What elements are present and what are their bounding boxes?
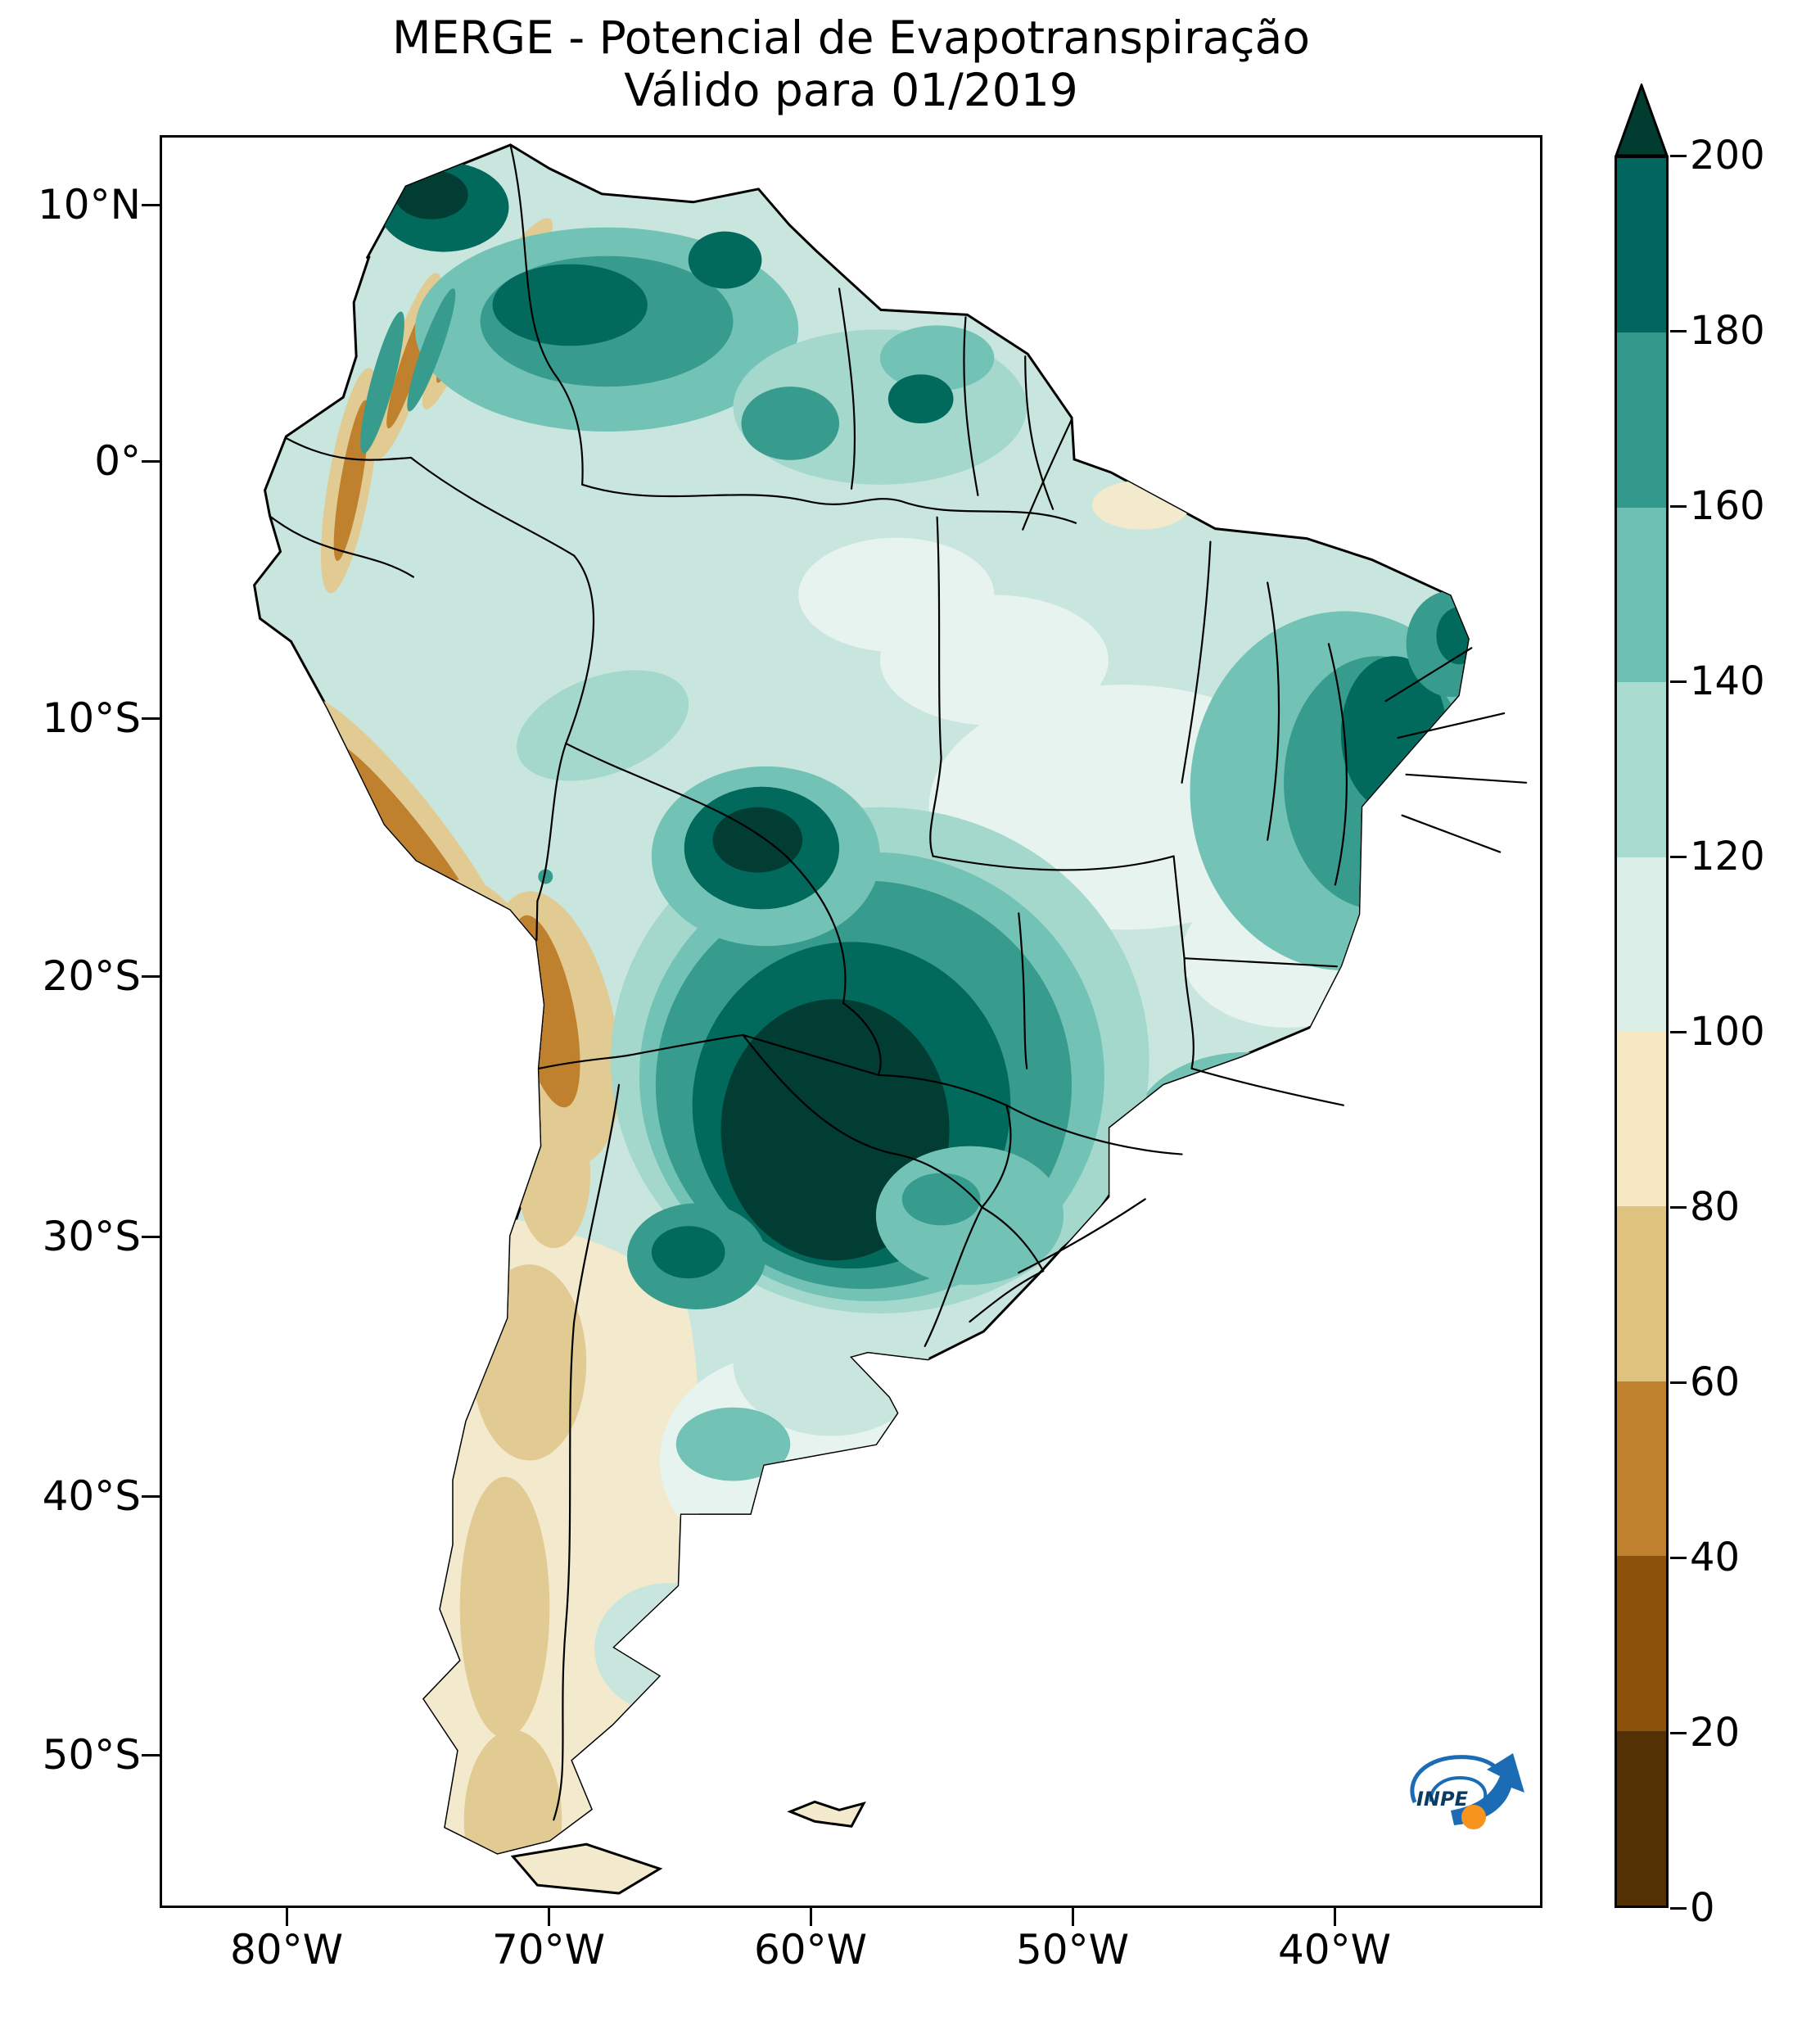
colorbar-tick-mark (1670, 1732, 1687, 1734)
y-axis-tick-label: 40°S (42, 1472, 141, 1520)
colorbar-segment (1617, 332, 1666, 508)
x-axis-tick-label: 70°W (491, 1926, 606, 1973)
lake-titicaca (538, 869, 553, 884)
colorbar-tick-label: 180 (1690, 308, 1765, 354)
x-axis-tick-mark (810, 1908, 812, 1926)
colorbar-tick-label: 60 (1690, 1359, 1741, 1405)
country-state-borders (270, 143, 1528, 1821)
colorbar-segment (1617, 158, 1666, 333)
colorbar-tick-mark (1670, 680, 1687, 683)
colorbar-bar (1615, 156, 1669, 1908)
tierra-del-fuego-island (510, 1842, 663, 1895)
y-axis-tick-mark (142, 1754, 160, 1756)
y-axis-tick-mark (142, 717, 160, 720)
colorbar-tick-label: 20 (1690, 1710, 1741, 1756)
x-axis-tick-label: 80°W (229, 1926, 344, 1973)
x-axis-tick-label: 50°W (1015, 1926, 1130, 1973)
small-island (787, 1800, 866, 1828)
colorbar-segment (1617, 1206, 1666, 1381)
colorbar-tick-label: 200 (1690, 133, 1765, 179)
colorbar-tick-mark (1670, 1381, 1687, 1384)
chart-title: MERGE - Potencial de Evapotranspiração (391, 11, 1310, 64)
colorbar-segment (1617, 682, 1666, 857)
colorbar-tick-mark (1670, 1557, 1687, 1559)
inpe-logo: INPE (1410, 1753, 1524, 1829)
logo-orange-dot (1461, 1805, 1486, 1829)
colorbar-segment (1617, 857, 1666, 1033)
y-axis-tick-mark (142, 1236, 160, 1238)
colorbar-tick-label: 160 (1690, 483, 1765, 529)
x-axis-tick-label: 60°W (753, 1926, 868, 1973)
colorbar-extend-arrow (1615, 84, 1669, 157)
colorbar-tick-mark (1670, 505, 1687, 508)
y-axis-tick-label: 10°S (42, 694, 141, 742)
map-plot-area (160, 135, 1542, 1908)
colorbar-tick-mark (1670, 330, 1687, 332)
colorbar-segment (1617, 1730, 1666, 1906)
colorbar-tick-label: 120 (1690, 834, 1765, 879)
colorbar-tick-label: 100 (1690, 1009, 1765, 1055)
colorbar-tick-mark (1670, 856, 1687, 858)
y-axis-tick-mark (142, 460, 160, 463)
y-axis-tick-label: 50°S (42, 1731, 141, 1779)
y-axis-tick-label: 30°S (42, 1213, 141, 1260)
colorbar-segment (1617, 507, 1666, 683)
logo-text: INPE (1416, 1788, 1469, 1811)
south-america-map (253, 143, 1528, 1895)
y-axis-tick-label: 20°S (42, 952, 141, 1000)
colorbar-tick-label: 40 (1690, 1535, 1741, 1580)
y-axis-tick-label: 0° (94, 437, 141, 485)
colorbar-segment (1617, 1556, 1666, 1731)
colorbar-segment (1617, 1032, 1666, 1207)
chart-subtitle: Válido para 01/2019 (624, 64, 1078, 116)
x-axis-tick-mark (1334, 1908, 1336, 1926)
colorbar-tick-mark (1670, 155, 1687, 157)
colorbar-tick-label: 80 (1690, 1184, 1741, 1230)
x-axis-tick-mark (286, 1908, 288, 1926)
y-axis-tick-mark (142, 204, 160, 206)
evapotranspiration-field (297, 161, 1469, 1854)
y-axis-tick-mark (142, 975, 160, 978)
y-axis-tick-mark (142, 1495, 160, 1498)
colorbar-tick-label: 140 (1690, 658, 1765, 704)
colorbar-tick-mark (1670, 1031, 1687, 1033)
colorbar-tick-mark (1670, 1206, 1687, 1209)
x-axis-tick-label: 40°W (1277, 1926, 1392, 1973)
colorbar-tick-label: 0 (1690, 1885, 1715, 1931)
x-axis-tick-mark (1072, 1908, 1074, 1926)
y-axis-tick-label: 10°N (37, 181, 141, 228)
colorbar-segment (1617, 1381, 1666, 1557)
colorbar-tick-mark (1670, 1907, 1687, 1910)
x-axis-tick-mark (548, 1908, 550, 1926)
